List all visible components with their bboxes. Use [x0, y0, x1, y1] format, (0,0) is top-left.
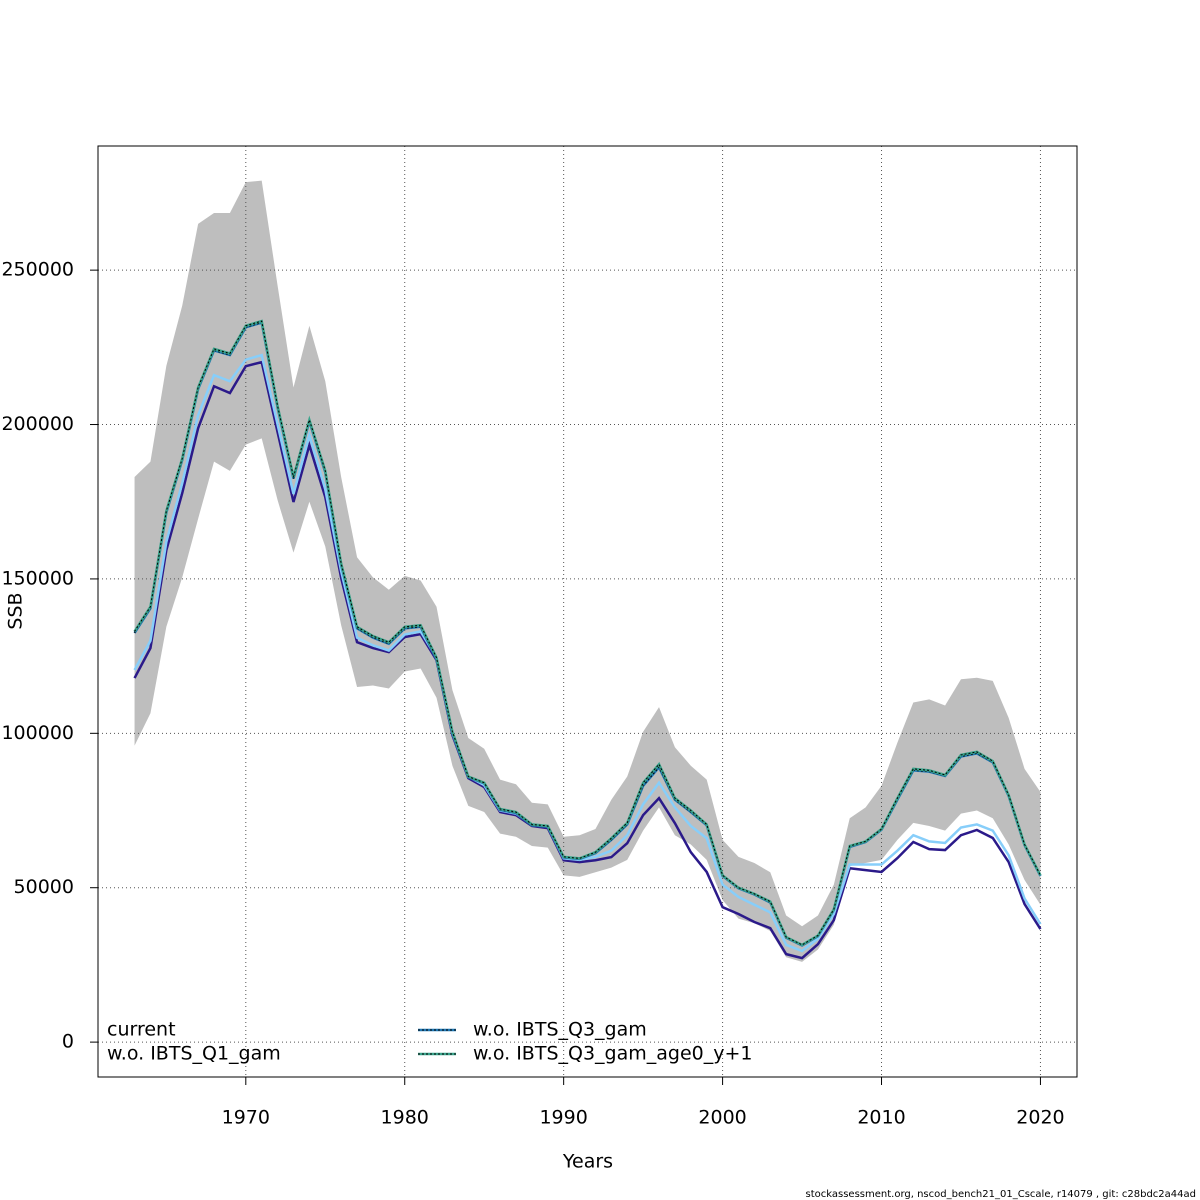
legend-label: w.o. IBTS_Q3_gam_age0_y+1	[473, 1043, 753, 1065]
plot-frame	[97, 145, 1078, 1078]
y-tick-label: 150000	[1, 567, 74, 589]
y-tick-label: 200000	[1, 413, 74, 435]
x-tick-label: 1980	[381, 1107, 429, 1129]
x-axis-label: Years	[562, 1151, 613, 1173]
series-line	[133, 360, 1042, 960]
x-tick-label: 1970	[222, 1107, 270, 1129]
confidence-band	[134, 180, 1041, 962]
series-line	[133, 353, 1042, 953]
footer: stockassessment.org, nscod_bench21_01_Cs…	[806, 1189, 1196, 1200]
y-tick-label: 0	[62, 1031, 74, 1053]
x-tick-label: 2010	[857, 1107, 905, 1129]
y-tick-label: 50000	[14, 876, 74, 898]
y-tick-label: 100000	[1, 722, 74, 744]
legend-label: w.o. IBTS_Q1_gam	[107, 1043, 281, 1065]
x-tick-label: 2000	[698, 1107, 746, 1129]
x-tick-label: 1990	[539, 1107, 587, 1129]
series-line-dots	[134, 320, 1041, 946]
x-tick-label: 2020	[1016, 1107, 1064, 1129]
y-tick-label: 250000	[1, 259, 74, 281]
legend-label: current	[107, 1019, 176, 1041]
legend-label: w.o. IBTS_Q3_gam	[473, 1019, 647, 1041]
y-axis-label: SSB	[5, 592, 27, 629]
